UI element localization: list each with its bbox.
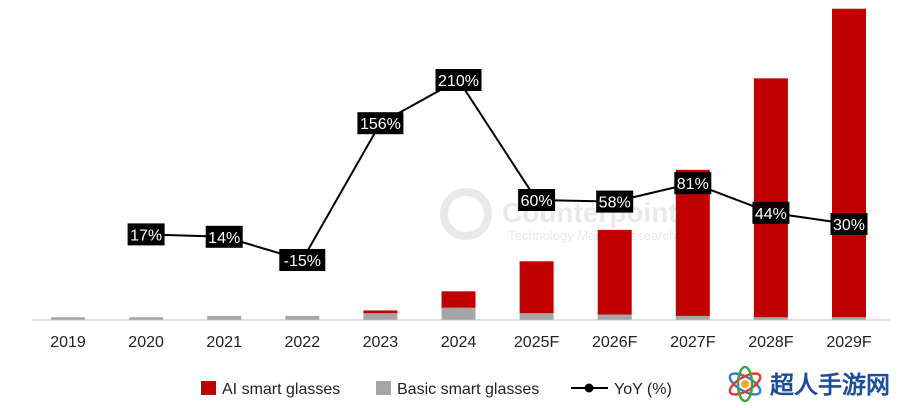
x-tick-2023: 2023 bbox=[363, 334, 399, 351]
legend-swatch-basic bbox=[376, 381, 391, 395]
x-tick-2028F: 2028F bbox=[748, 334, 794, 351]
bar-ai-2023 bbox=[363, 310, 398, 314]
x-tick-2029F: 2029F bbox=[826, 334, 872, 351]
yoy-point-2026F: 58% bbox=[596, 190, 634, 213]
yoy-line-layer: 17% 14% -15% 156% 210% 60% 58% 81% 44% 30% bbox=[127, 69, 868, 271]
legend-label-ai: AI smart glasses bbox=[222, 381, 340, 398]
watermark: Counterpoint Technology Market Research bbox=[440, 188, 678, 243]
yoy-point-2023: 156% bbox=[357, 112, 404, 135]
yoy-label-2025F: 60% bbox=[521, 193, 553, 210]
bar-ai-2024 bbox=[441, 291, 476, 308]
yoy-label-2028F: 44% bbox=[755, 206, 787, 223]
yoy-label-2026F: 58% bbox=[599, 195, 631, 212]
yoy-label-box-2028F bbox=[752, 201, 790, 224]
legend-label-basic: Basic smart glasses bbox=[397, 381, 539, 398]
bar-basic-2029F bbox=[832, 317, 866, 320]
yoy-label-box-2022 bbox=[279, 249, 326, 271]
bar-ai-2026F bbox=[597, 229, 632, 315]
legend-swatch-yoy-marker bbox=[584, 383, 594, 393]
bar-ai-2028F bbox=[753, 78, 788, 318]
yoy-point-2022: -15% bbox=[279, 249, 326, 271]
yoy-label-box-2024 bbox=[435, 69, 482, 91]
bar-basic-2026F bbox=[597, 314, 632, 320]
corner-logo: 超人手游网 bbox=[728, 365, 890, 403]
bar-basic-2025F bbox=[519, 313, 554, 320]
bar-basic-2028F bbox=[753, 317, 788, 320]
bar-basic-2024 bbox=[441, 307, 476, 320]
yoy-label-2021: 14% bbox=[208, 230, 240, 247]
watermark-logo-icon bbox=[440, 188, 492, 240]
yoy-point-2020: 17% bbox=[127, 223, 165, 246]
yoy-label-box-2027F bbox=[674, 172, 712, 195]
x-tick-2025F: 2025F bbox=[514, 334, 560, 351]
legend: AI smart glasses Basic smart glasses YoY… bbox=[201, 381, 672, 398]
legend-swatch-ai bbox=[201, 381, 216, 395]
bar-basic-2022 bbox=[285, 315, 320, 320]
watermark-tagline: Technology Market Research bbox=[508, 228, 676, 243]
x-tick-2019: 2019 bbox=[50, 334, 86, 351]
x-tick-2027F: 2027F bbox=[670, 334, 716, 351]
yoy-label-box-2021 bbox=[205, 225, 243, 248]
bar-basic-2027F bbox=[675, 315, 710, 320]
yoy-point-2029F: 30% bbox=[830, 213, 868, 235]
yoy-label-box-2029F bbox=[830, 213, 868, 235]
corner-logo-icon bbox=[728, 365, 762, 403]
x-tick-2024: 2024 bbox=[441, 334, 477, 351]
yoy-label-box-2026F bbox=[596, 190, 634, 213]
yoy-label-2024: 210% bbox=[438, 73, 479, 90]
bar-basic-2021 bbox=[207, 315, 242, 320]
x-tick-2026F: 2026F bbox=[592, 334, 638, 351]
bar-basic-2023 bbox=[363, 313, 398, 320]
bar-basic-2020 bbox=[129, 317, 164, 320]
bars-layer bbox=[51, 8, 866, 320]
corner-logo-text: 超人手游网 bbox=[770, 371, 890, 399]
bar-basic-2019 bbox=[51, 317, 85, 320]
yoy-label-box-2025F bbox=[518, 189, 556, 211]
x-tick-2020: 2020 bbox=[128, 334, 164, 351]
bar-ai-2029F bbox=[832, 8, 866, 318]
yoy-point-2025F: 60% bbox=[518, 189, 556, 211]
yoy-label-2027F: 81% bbox=[677, 176, 709, 193]
yoy-point-2024: 210% bbox=[435, 69, 482, 91]
yoy-label-2023: 156% bbox=[360, 116, 401, 133]
bar-ai-2025F bbox=[519, 261, 554, 314]
x-tick-2021: 2021 bbox=[206, 334, 242, 351]
yoy-point-2027F: 81% bbox=[674, 172, 712, 195]
yoy-label-2029F: 30% bbox=[833, 217, 865, 234]
yoy-label-box-2023 bbox=[357, 112, 404, 135]
x-tick-2022: 2022 bbox=[285, 334, 321, 351]
yoy-point-2021: 14% bbox=[205, 225, 243, 248]
yoy-point-2028F: 44% bbox=[752, 201, 790, 224]
yoy-line bbox=[146, 78, 850, 262]
yoy-label-2022: -15% bbox=[284, 253, 321, 270]
yoy-label-2020: 17% bbox=[130, 227, 162, 244]
yoy-label-box-2020 bbox=[127, 223, 165, 246]
legend-label-yoy: YoY (%) bbox=[614, 381, 672, 398]
x-tick-labels: 2019 2020 2021 2022 2023 2024 2025F 2026F 2027F 2… bbox=[50, 334, 872, 351]
